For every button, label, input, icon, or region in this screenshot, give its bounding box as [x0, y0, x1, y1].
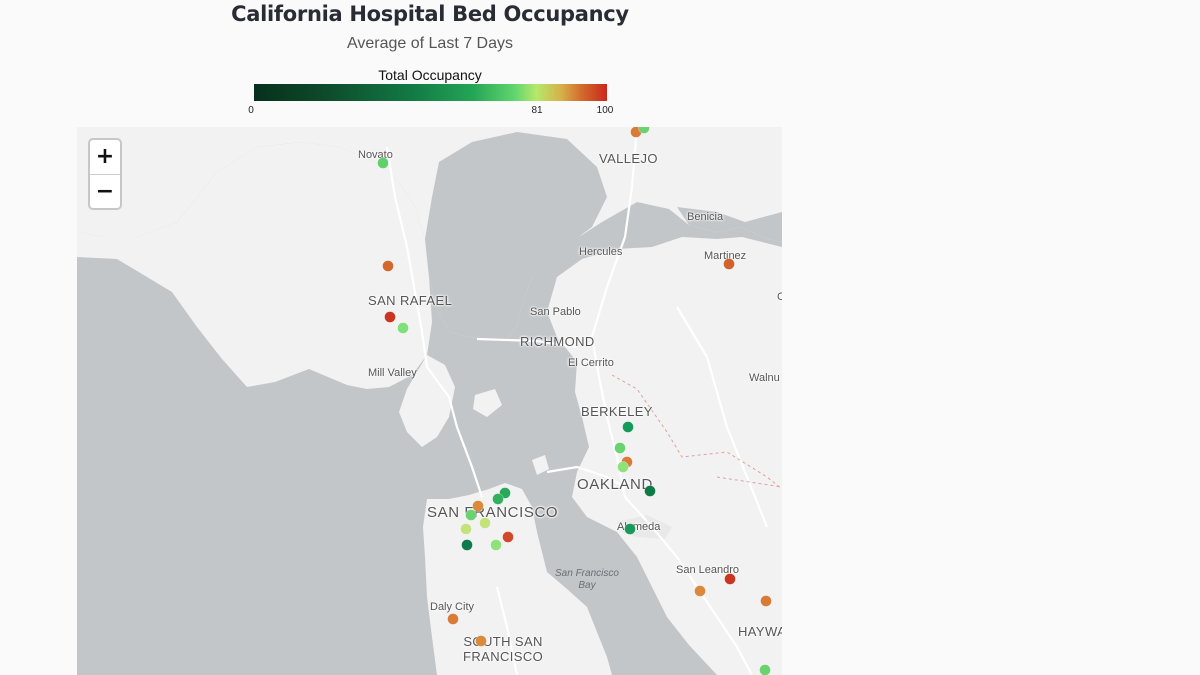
label-mill-valley: Mill Valley: [368, 367, 417, 379]
chart-title: California Hospital Bed Occupancy: [231, 2, 629, 26]
label-el-cerrito: El Cerrito: [568, 357, 614, 369]
label-san-pablo: San Pablo: [530, 306, 581, 318]
east-bay-land: [547, 237, 782, 675]
label-oakland: OAKLAND: [577, 476, 653, 493]
treasure-island: [532, 455, 549, 475]
label-benicia: Benicia: [687, 211, 724, 223]
san-pablo-bay: [425, 132, 607, 339]
legend-title: Total Occupancy: [378, 67, 482, 83]
legend-tick-100: 100: [596, 105, 614, 116]
label-walnut: Walnu: [749, 372, 780, 384]
map-basemap: [77, 127, 782, 675]
label-san-francisco: SAN FRANCISCO: [427, 504, 559, 521]
label-san-leandro: San Leandro: [676, 564, 739, 576]
carquinez-strait: [677, 207, 782, 242]
occupancy-color-scale: [254, 84, 607, 101]
label-novato: Novato: [358, 149, 393, 161]
legend-tick-0: 0: [248, 105, 254, 116]
label-alameda: Alameda: [617, 521, 661, 533]
label-richmond: RICHMOND: [520, 334, 595, 349]
chart-subtitle: Average of Last 7 Days: [346, 35, 514, 52]
label-hercules: Hercules: [579, 246, 623, 258]
legend-tick-81: 81: [531, 105, 543, 116]
label-south-sf: SOUTH SAN FRANCISCO: [463, 634, 543, 664]
label-hayward: HAYWA: [738, 624, 782, 639]
tiburon-land: [399, 355, 455, 447]
label-sf-bay-line1: San Francisco: [555, 568, 619, 579]
angel-island: [473, 389, 502, 417]
label-berkeley: BERKELEY: [581, 404, 653, 419]
zoom-out-button[interactable]: −: [95, 179, 115, 204]
zoom-in-button[interactable]: +: [90, 140, 120, 175]
label-martinez: Martinez: [704, 250, 747, 262]
label-south-sf-line2: FRANCISCO: [463, 649, 544, 664]
marin-peninsula: [77, 142, 432, 389]
label-san-rafael: SAN RAFAEL: [368, 293, 453, 308]
label-daly-city: Daly City: [430, 601, 475, 613]
label-sf-bay-line2: Bay: [578, 580, 596, 591]
map-view[interactable]: + − Novato VALLEJO Benicia Hercules Mart…: [77, 127, 782, 675]
zoom-control: + −: [88, 138, 122, 210]
county-boundaries: [611, 374, 782, 490]
label-edge-c: C: [777, 291, 782, 303]
label-south-sf-line1: SOUTH SAN: [463, 634, 543, 649]
label-vallejo: VALLEJO: [599, 151, 658, 166]
vallejo-land: [597, 127, 687, 187]
label-sf-bay: San Francisco Bay: [555, 568, 619, 592]
